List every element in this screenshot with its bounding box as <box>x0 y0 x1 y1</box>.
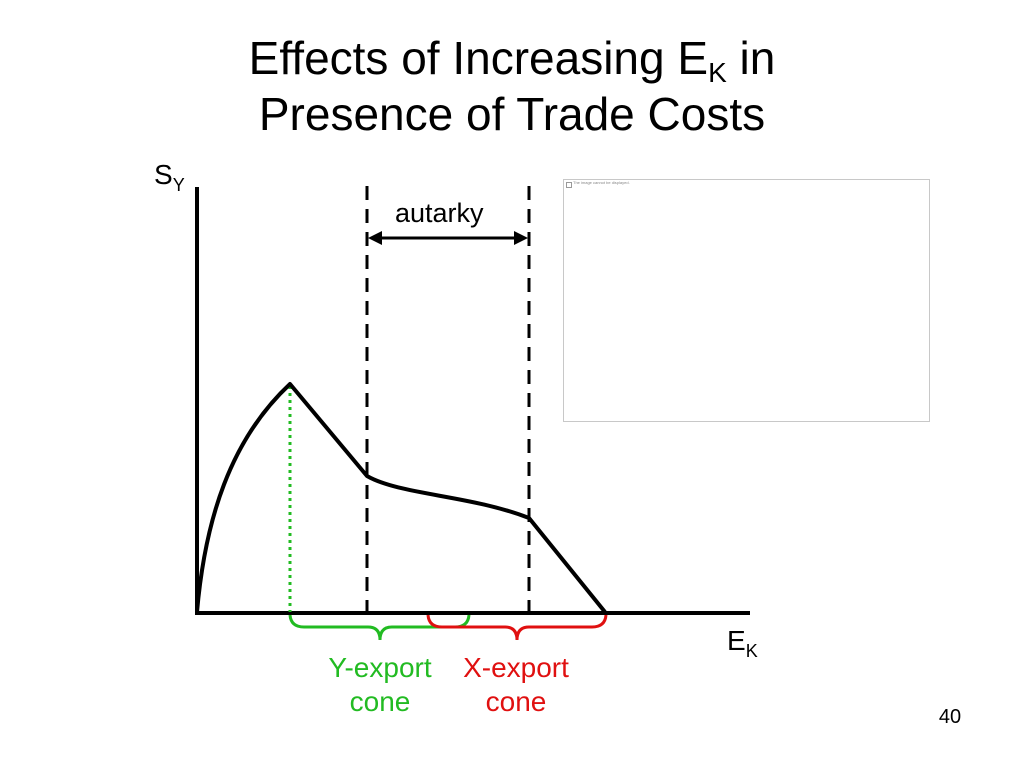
title-line-1: Effects of Increasing EK in <box>0 30 1024 88</box>
x-cone-brace <box>426 614 608 641</box>
autarky-label: autarky <box>395 198 484 228</box>
slide-number: 40 <box>938 706 962 728</box>
y-export-cone-line-1: Y-export <box>328 652 432 683</box>
slide-title: Effects of Increasing EK in Presence of … <box>0 30 1024 142</box>
y-export-cone-label: Y-export cone <box>310 651 450 719</box>
y-axis-label: SY <box>154 159 185 195</box>
y-axis-label-subscript: Y <box>172 175 185 195</box>
y-axis-label-main: S <box>154 159 173 190</box>
image-placeholder-text: The image cannot be displayed. <box>573 180 630 185</box>
title-subscript: K <box>708 57 727 88</box>
x-export-cone-label: X-export cone <box>446 651 586 719</box>
x-export-cone-line-1: X-export <box>463 652 569 683</box>
image-placeholder: The image cannot be displayed. <box>563 179 930 422</box>
autarky-arrow-left-head <box>368 231 382 245</box>
title-line-1-suffix: in <box>726 32 776 84</box>
title-line-2: Presence of Trade Costs <box>258 88 766 140</box>
autarky-arrow-right-head <box>514 231 528 245</box>
y-export-cone-line-2: cone <box>349 686 411 717</box>
title-line-1-prefix: Effects of Increasing E <box>248 32 709 84</box>
x-export-cone-line-2: cone <box>485 686 547 717</box>
x-axis-label: EK <box>727 625 758 661</box>
sy-curve <box>195 382 607 614</box>
x-axis-label-main: E <box>727 625 746 656</box>
broken-image-icon <box>566 182 572 188</box>
x-axis-label-subscript: K <box>745 641 758 661</box>
